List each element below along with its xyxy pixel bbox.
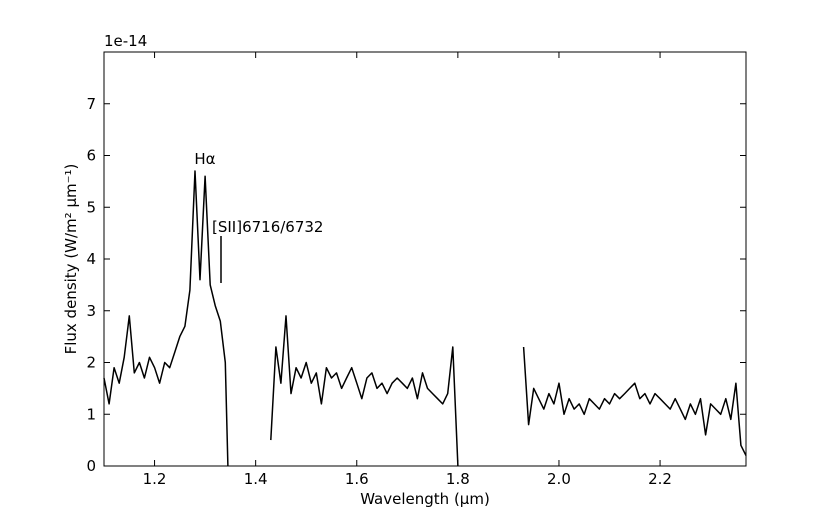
y-tick-label: 5 bbox=[86, 198, 96, 216]
y-tick-label: 1 bbox=[86, 405, 96, 423]
annotation: [SII]6716/6732 bbox=[212, 218, 323, 236]
x-tick-label: 1.4 bbox=[244, 470, 268, 488]
x-tick-label: 1.6 bbox=[345, 470, 369, 488]
annotation: Hα bbox=[194, 150, 215, 168]
x-tick-label: 1.2 bbox=[143, 470, 167, 488]
x-tick-label: 1.8 bbox=[446, 470, 470, 488]
y-tick-label: 6 bbox=[86, 147, 96, 165]
y-offset-label: 1e-14 bbox=[104, 32, 147, 50]
spectrum-line bbox=[103, 170, 747, 467]
x-tick-label: 2.2 bbox=[648, 470, 672, 488]
y-tick-label: 3 bbox=[86, 302, 96, 320]
y-tick-label: 7 bbox=[86, 95, 96, 113]
y-tick-label: 4 bbox=[86, 250, 96, 268]
y-tick-label: 0 bbox=[86, 457, 96, 475]
x-tick-label: 2.0 bbox=[547, 470, 571, 488]
y-axis-label: Flux density (W/m² μm⁻¹) bbox=[62, 164, 80, 355]
y-tick-label: 2 bbox=[86, 354, 96, 372]
x-axis-label: Wavelength (μm) bbox=[360, 490, 490, 508]
